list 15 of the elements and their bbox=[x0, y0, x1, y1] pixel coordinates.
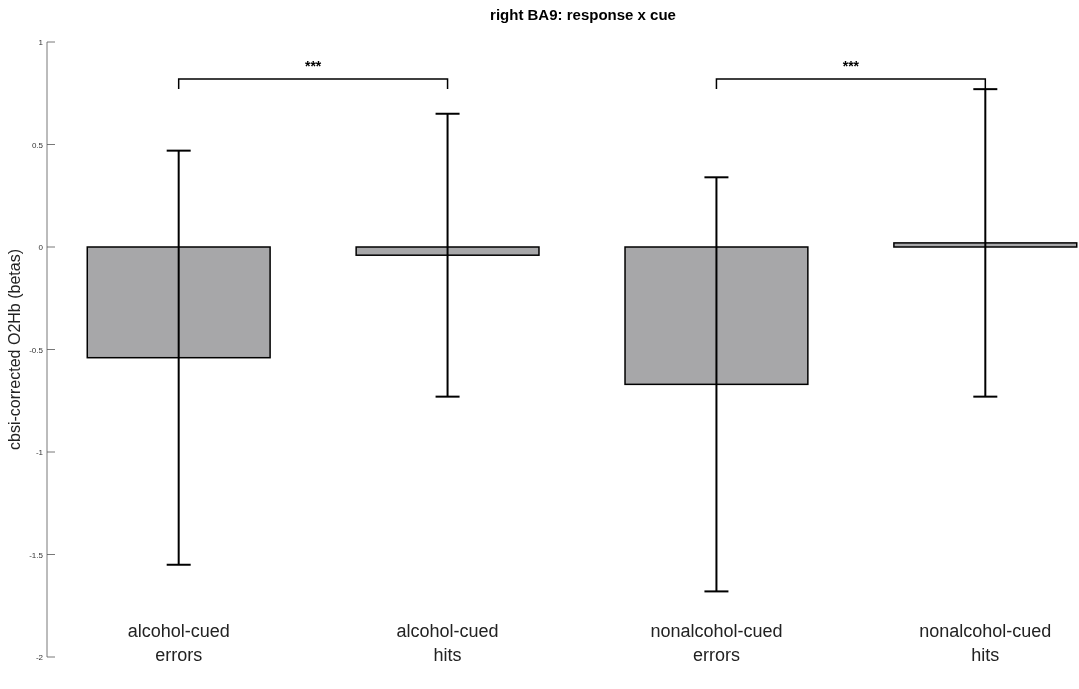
y-tick-label: 0.5 bbox=[31, 140, 44, 150]
chart-title: right BA9: response x cue bbox=[490, 6, 676, 23]
y-tick-label: 1 bbox=[38, 38, 44, 47]
y-axis-title: cbsi-corrected O2Hb (betas) bbox=[6, 249, 23, 450]
x-tick-label: nonalcohol-cued hits bbox=[919, 621, 1052, 665]
x-tick-label: alcohol-cued errors bbox=[127, 621, 230, 665]
annotation: *** bbox=[304, 58, 322, 74]
y-tick-label: -2 bbox=[35, 653, 44, 662]
annotation: *** bbox=[842, 58, 860, 74]
x-tick-label: nonalcohol-cued errors bbox=[650, 621, 783, 665]
y-tick-label: 0 bbox=[38, 243, 44, 252]
y-tick-label: -1.5 bbox=[29, 550, 44, 560]
y-tick-label: -0.5 bbox=[29, 345, 44, 355]
x-tick-label: alcohol-cued hits bbox=[396, 621, 499, 665]
y-tick-label: -1 bbox=[35, 448, 44, 457]
